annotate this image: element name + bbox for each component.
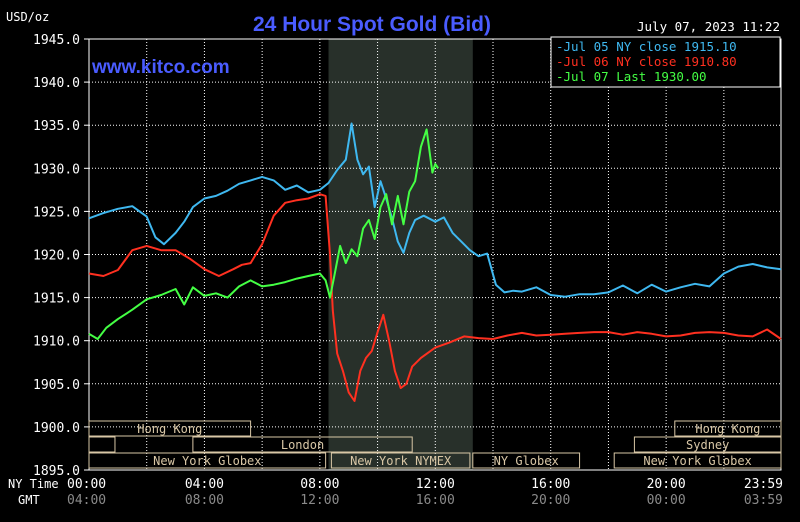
y-tick-label: 1905.0 (33, 378, 80, 393)
market-label: New York Globex (643, 454, 751, 468)
market-bar (88, 452, 327, 469)
watermark: www.kitco.com (91, 57, 230, 78)
y-tick-label: 1945.0 (33, 33, 80, 48)
series-line-3 (88, 128, 440, 340)
x-tick-label-ny: 08:00 (300, 477, 339, 492)
x-tick-label-ny: 12:00 (416, 477, 455, 492)
y-tick-label: 1925.0 (33, 205, 80, 220)
x-tick-label-gmt: 08:00 (185, 493, 224, 508)
y-tick-label: 1910.0 (33, 335, 80, 350)
x-tick-label-gmt: 03:59 (744, 493, 783, 508)
chart-title: 24 Hour Spot Gold (Bid) (253, 13, 491, 36)
market-bar (633, 436, 782, 453)
market-label: Hong Kong (137, 422, 202, 436)
x-tick-label-gmt: 12:00 (300, 493, 339, 508)
legend-entry: -Jul 06 NY close 1910.80 (556, 54, 737, 69)
y-tick-label: 1900.0 (33, 421, 80, 436)
x-tick-label-ny: 00:00 (67, 477, 106, 492)
gmt-row-label: GMT (18, 493, 40, 507)
x-tick-label-gmt: 16:00 (416, 493, 455, 508)
market-label: New York Globex (153, 454, 261, 468)
market-bar (330, 452, 471, 469)
x-tick-label-gmt: 00:00 (647, 493, 686, 508)
plot-frame (88, 38, 782, 471)
market-label: Sydney (686, 438, 729, 452)
market-label: NY Globex (494, 454, 559, 468)
y-tick-label: 1940.0 (33, 76, 80, 91)
series-line-1 (88, 122, 782, 298)
y-tick-label: 1935.0 (33, 119, 80, 134)
y-tick-label: 1920.0 (33, 249, 80, 264)
x-tick-label-ny: 04:00 (185, 477, 224, 492)
legend-entry: -Jul 07 Last 1930.00 (556, 69, 707, 84)
y-axis-unit-label: USD/oz (6, 10, 49, 24)
y-tick-label: 1915.0 (33, 292, 80, 307)
market-bar (88, 420, 252, 437)
x-tick-label-gmt: 04:00 (67, 493, 106, 508)
grid-layer (84, 38, 782, 471)
x-tick-label-ny: 20:00 (647, 477, 686, 492)
market-label: Hong Kong (695, 422, 760, 436)
legend-box (550, 36, 781, 88)
x-tick-label-ny: 16:00 (531, 477, 570, 492)
x-tick-labels: 00:00 04:00 08:00 12:00 16:00 20:00 23:5904:00… (67, 477, 783, 508)
market-label: London (281, 438, 324, 452)
market-bar (613, 452, 782, 469)
x-tick-label-gmt: 20:00 (531, 493, 570, 508)
y-tick-label: 1895.0 (33, 464, 80, 479)
series-layer (88, 122, 782, 402)
y-tick-label: 1930.0 (33, 162, 80, 177)
market-bar (192, 436, 413, 453)
y-tick-labels: 1945.0 1940.0 1935.0 1930.0 1925.0 1920.0 1915… (33, 33, 80, 479)
market-bar (674, 420, 782, 437)
ny-time-row-label: NY Time (8, 477, 59, 491)
x-tick-label-ny: 23:59 (744, 477, 783, 492)
market-bar (472, 452, 581, 469)
legend-entry: -Jul 05 NY close 1915.10 (556, 39, 737, 54)
legend: -Jul 05 NY close 1915.10-Jul 06 NY close… (550, 36, 781, 88)
market-bar (88, 436, 116, 453)
market-label: New York NYMEX (350, 454, 452, 468)
timestamp: July 07, 2023 11:22 (637, 19, 780, 34)
series-line-2 (88, 193, 782, 402)
market-hours-layer: Hong Kong London New York Globex New York N… (88, 420, 782, 469)
